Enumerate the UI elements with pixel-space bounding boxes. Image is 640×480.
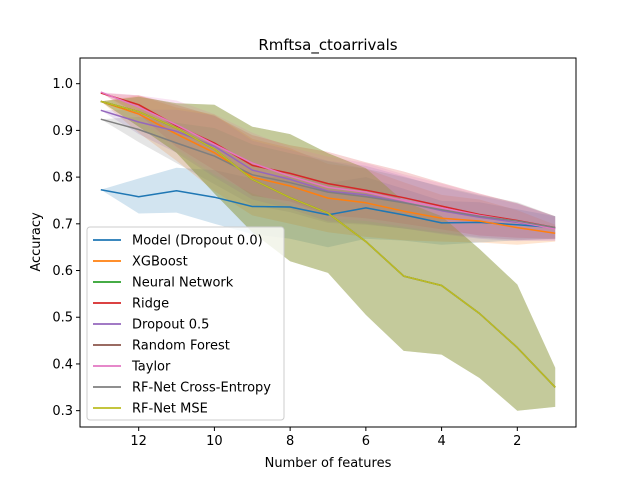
legend-label-taylor: Taylor (131, 360, 171, 375)
series-line-dropout-0-5 (100, 109, 556, 230)
series-line-rf-net-cross-entropy (100, 118, 556, 229)
x-tick-label: 6 (362, 434, 370, 449)
chart-title: Rmftsa_ctoarrivals (258, 36, 397, 55)
x-tick-label: 10 (206, 434, 223, 449)
series-lines (100, 91, 556, 388)
x-tick-label: 12 (130, 434, 147, 449)
series-line-model-dropout-0-0 (100, 188, 556, 229)
y-tick-label: 1.0 (52, 77, 73, 92)
band-model-dropout-0-0 (100, 167, 556, 248)
band-rf-net-cross-entropy (100, 116, 556, 240)
legend: Model (Dropout 0.0) XGBoost Neural Network… (86, 226, 285, 421)
y-axis-title: Accuracy (29, 212, 44, 272)
y-tick-label: 0.4 (52, 357, 73, 372)
x-tick-label: 4 (437, 434, 445, 449)
series-line-taylor (100, 91, 556, 230)
y-tick-label: 0.5 (52, 311, 73, 326)
x-axis: 12 10 8 6 4 2 (130, 427, 521, 449)
band-random-forest (100, 96, 556, 411)
legend-label-dropout-0-5: Dropout 0.5 (132, 318, 209, 333)
legend-label-neural-network: Neural Network (132, 276, 234, 291)
legend-label-rf-net-cross-entropy: RF-Net Cross-Entropy (132, 381, 271, 396)
series-line-xgboost (100, 100, 556, 234)
band-ridge (100, 93, 556, 239)
legend-label-random-forest: Random Forest (132, 339, 230, 354)
y-tick-label: 0.8 (52, 171, 73, 186)
x-axis-title: Number of features (265, 456, 392, 471)
band-rf-net-mse (100, 96, 556, 411)
y-tick-label: 0.9 (52, 124, 73, 139)
legend-label-rf-net-mse: RF-Net MSE (132, 402, 208, 417)
x-tick-label: 2 (513, 434, 521, 449)
band-neural-network (100, 96, 556, 411)
series-line-ridge (100, 92, 556, 229)
y-tick-label: 0.7 (52, 217, 73, 232)
y-tick-label: 0.6 (52, 264, 73, 279)
legend-label-xgboost: XGBoost (132, 255, 188, 270)
y-axis: 0.3 0.4 0.5 0.6 0.7 0.8 0.9 1.0 (52, 77, 80, 419)
legend-label-ridge: Ridge (132, 297, 169, 312)
legend-label-model-dropout-0-0: Model (Dropout 0.0) (132, 234, 263, 249)
series-line-rf-net-mse (100, 100, 556, 388)
confidence-bands (100, 92, 556, 411)
band-taylor (100, 92, 556, 241)
plot-area-frame (79, 57, 577, 428)
y-tick-label: 0.3 (52, 404, 73, 419)
x-tick-label: 8 (286, 434, 294, 449)
legend-frame (86, 226, 285, 421)
